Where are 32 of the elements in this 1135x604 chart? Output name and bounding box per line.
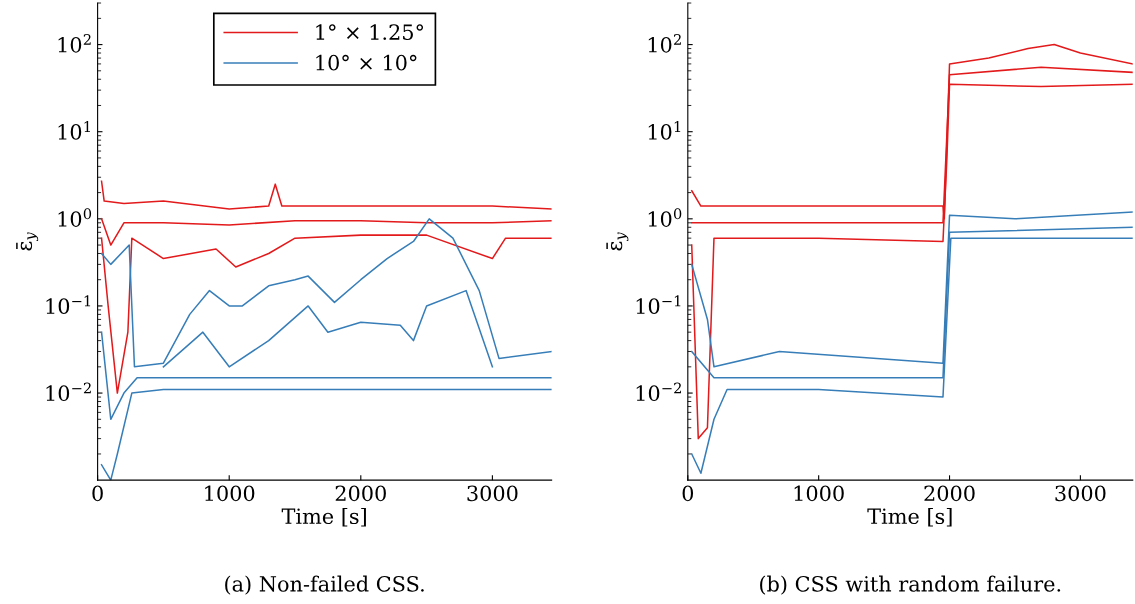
x-tick-label: 2000 [335, 485, 386, 502]
y-tick-label: 10$^{1}$ [648, 121, 681, 140]
x-tick-label: 0 [92, 485, 103, 502]
x-axis-title: Time [s] [281, 507, 366, 527]
line-series [100, 218, 552, 368]
x-tick-label: 2000 [924, 485, 975, 502]
text: (a) Non-failed CSS. [225, 575, 424, 595]
line-series [100, 234, 552, 394]
y-tick-label: 10$^{2}$ [58, 33, 91, 53]
y-tick-label: 10$^{−1}$ [636, 295, 681, 315]
y-tick-label: 10$^{0}$ [58, 208, 92, 227]
y-tick-label: 10$^{1}$ [58, 121, 90, 140]
y-axis-title: ε̄$_{y}$ [16, 232, 39, 251]
y-tick-label: 10$^{0}$ [648, 208, 682, 227]
y-tick-label: 10$^{−2}$ [46, 382, 91, 402]
line-series [100, 218, 552, 246]
y-tick-label: 10$^{2}$ [648, 33, 681, 53]
y-tick-label: 10$^{−2}$ [636, 382, 681, 402]
line-series [162, 289, 494, 368]
x-tick-label: 1000 [794, 485, 844, 502]
legend-label: 10° × 10° [316, 54, 417, 71]
legend-label: 1° × 1.25° [316, 24, 424, 40]
text: (b) CSS with random failure. [760, 575, 1061, 595]
line-series [100, 331, 552, 421]
y-tick-label: 10$^{−1}$ [46, 295, 91, 315]
line-series [100, 180, 552, 210]
y-axis-title: ε̄$_{y}$ [606, 232, 629, 251]
x-tick-label: 0 [682, 485, 694, 502]
x-tick-label: 3000 [1055, 485, 1106, 502]
x-tick-label: 3000 [467, 485, 518, 502]
x-axis-title: Time [s] [867, 507, 952, 527]
x-tick-label: 1000 [205, 485, 255, 502]
